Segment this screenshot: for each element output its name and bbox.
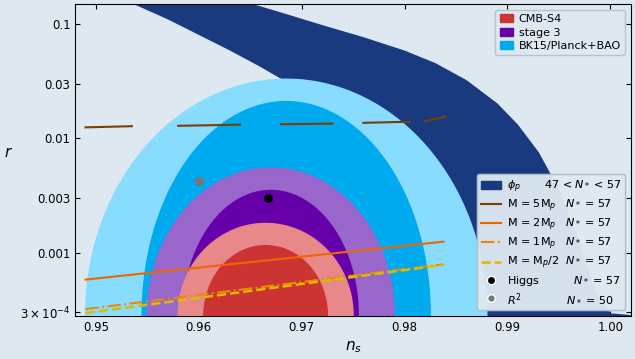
Polygon shape bbox=[142, 102, 431, 316]
X-axis label: $n_s$: $n_s$ bbox=[345, 339, 361, 355]
Polygon shape bbox=[147, 168, 394, 316]
Y-axis label: $r$: $r$ bbox=[4, 145, 13, 160]
Polygon shape bbox=[86, 79, 487, 316]
Legend: $\phi_p$       47 < $N_*$ < 57, M = 5M$_p$   $N_*$ = 57, M = 2M$_p$   $N_*$ = 57: $\phi_p$ 47 < $N_*$ < 57, M = 5M$_p$ $N_… bbox=[476, 174, 625, 310]
Polygon shape bbox=[184, 191, 358, 316]
Polygon shape bbox=[204, 246, 328, 316]
Polygon shape bbox=[178, 223, 353, 316]
Polygon shape bbox=[76, 0, 631, 316]
